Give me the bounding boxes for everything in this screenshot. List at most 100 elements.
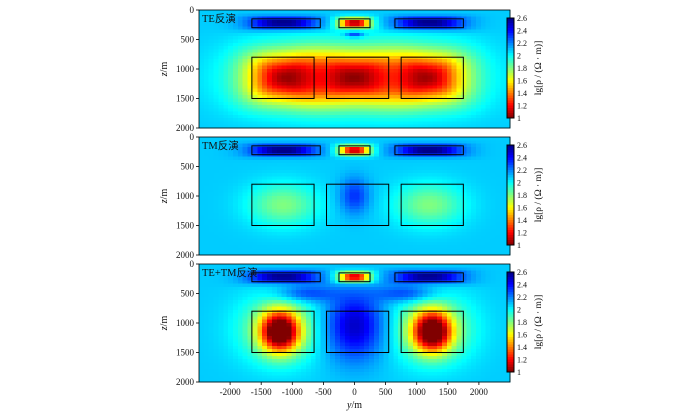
heatmap-cell [204, 26, 209, 30]
heatmap-cell [423, 33, 428, 37]
heatmap-cell [257, 235, 262, 239]
heatmap-cell [286, 267, 291, 271]
heatmap-cell [282, 115, 287, 119]
heatmap-cell [330, 176, 335, 180]
heatmap-cell [209, 112, 214, 116]
heatmap-cell [486, 76, 491, 80]
heatmap-cell [393, 115, 398, 119]
heatmap-cell [403, 85, 408, 89]
heatmap-cell [252, 219, 257, 223]
heatmap-cell [238, 69, 243, 73]
heatmap-cell [282, 157, 287, 161]
heatmap-cell [340, 79, 345, 83]
heatmap-cell [306, 10, 311, 14]
heatmap-cell [437, 46, 442, 50]
heatmap-cell [432, 13, 437, 17]
heatmap-cell [500, 173, 505, 177]
heatmap-cell [223, 203, 228, 207]
colorbar-swatch [507, 43, 514, 46]
heatmap-cell [223, 248, 228, 252]
heatmap-cell [340, 212, 345, 216]
heatmap-cell [486, 150, 491, 154]
heatmap-cell [495, 242, 500, 246]
heatmap-cell [350, 36, 355, 40]
colorbar-swatch [507, 108, 514, 111]
heatmap-cell [461, 189, 466, 193]
heatmap-cell [257, 157, 262, 161]
heatmap-cell [384, 20, 389, 24]
heatmap-cell [228, 66, 233, 70]
heatmap-cell [432, 85, 437, 89]
heatmap-cell [432, 219, 437, 223]
heatmap-cell [466, 212, 471, 216]
heatmap-cell [291, 140, 296, 144]
heatmap-cell [233, 53, 238, 57]
heatmap-cell [228, 105, 233, 109]
heatmap-cell [355, 115, 360, 119]
heatmap-cell [471, 59, 476, 63]
heatmap-cell [457, 186, 462, 190]
heatmap-cell [238, 17, 243, 21]
heatmap-cell [350, 212, 355, 216]
heatmap-cell [398, 167, 403, 171]
heatmap-cell [491, 167, 496, 171]
heatmap-cell [228, 170, 233, 174]
heatmap-cell [262, 53, 267, 57]
heatmap-cell [471, 209, 476, 213]
heatmap-cell [393, 216, 398, 220]
heatmap-cell [282, 43, 287, 47]
heatmap-cell [471, 118, 476, 122]
heatmap-cell [389, 222, 394, 226]
heatmap-cell [243, 69, 248, 73]
heatmap-cell [476, 219, 481, 223]
heatmap-cell [379, 199, 384, 203]
colorbar-swatch [507, 193, 514, 196]
heatmap-cell [267, 226, 272, 230]
heatmap-cell [461, 102, 466, 106]
heatmap-cell [272, 17, 277, 21]
heatmap-cell [335, 248, 340, 252]
heatmap-cell [505, 264, 510, 268]
heatmap-cell [461, 118, 466, 122]
heatmap-cell [389, 170, 394, 174]
heatmap-cell [461, 23, 466, 27]
heatmap-cell [335, 53, 340, 57]
heatmap-cell [364, 219, 369, 223]
heatmap-cell [301, 199, 306, 203]
heatmap-cell [471, 160, 476, 164]
heatmap-cell [359, 216, 364, 220]
heatmap-cell [500, 108, 505, 112]
heatmap-cell [481, 232, 486, 236]
heatmap-cell [311, 160, 316, 164]
heatmap-cell [423, 46, 428, 50]
heatmap-cell [384, 89, 389, 93]
heatmap-cell [432, 23, 437, 27]
heatmap-cell [442, 186, 447, 190]
heatmap-cell [393, 59, 398, 63]
heatmap-cell [301, 264, 306, 268]
heatmap-cell [437, 23, 442, 27]
heatmap-cell [277, 112, 282, 116]
heatmap-cell [481, 153, 486, 157]
heatmap-cell [306, 226, 311, 230]
heatmap-cell [471, 216, 476, 220]
heatmap-cell [442, 189, 447, 193]
heatmap-cell [403, 274, 408, 278]
heatmap-cell [262, 264, 267, 268]
heatmap-cell [248, 33, 253, 37]
heatmap-cell [209, 36, 214, 40]
heatmap-cell [486, 176, 491, 180]
heatmap-cell [418, 248, 423, 252]
colorbar-swatch [507, 41, 514, 44]
heatmap-cell [355, 76, 360, 80]
heatmap-cell [500, 69, 505, 73]
heatmap-cell [457, 137, 462, 141]
heatmap-cell [316, 245, 321, 249]
heatmap-cell [471, 147, 476, 151]
heatmap-cell [311, 62, 316, 66]
heatmap-cell [359, 245, 364, 249]
heatmap-cell [447, 69, 452, 73]
heatmap-cell [223, 92, 228, 96]
heatmap-cell [432, 248, 437, 252]
heatmap-cell [252, 85, 257, 89]
